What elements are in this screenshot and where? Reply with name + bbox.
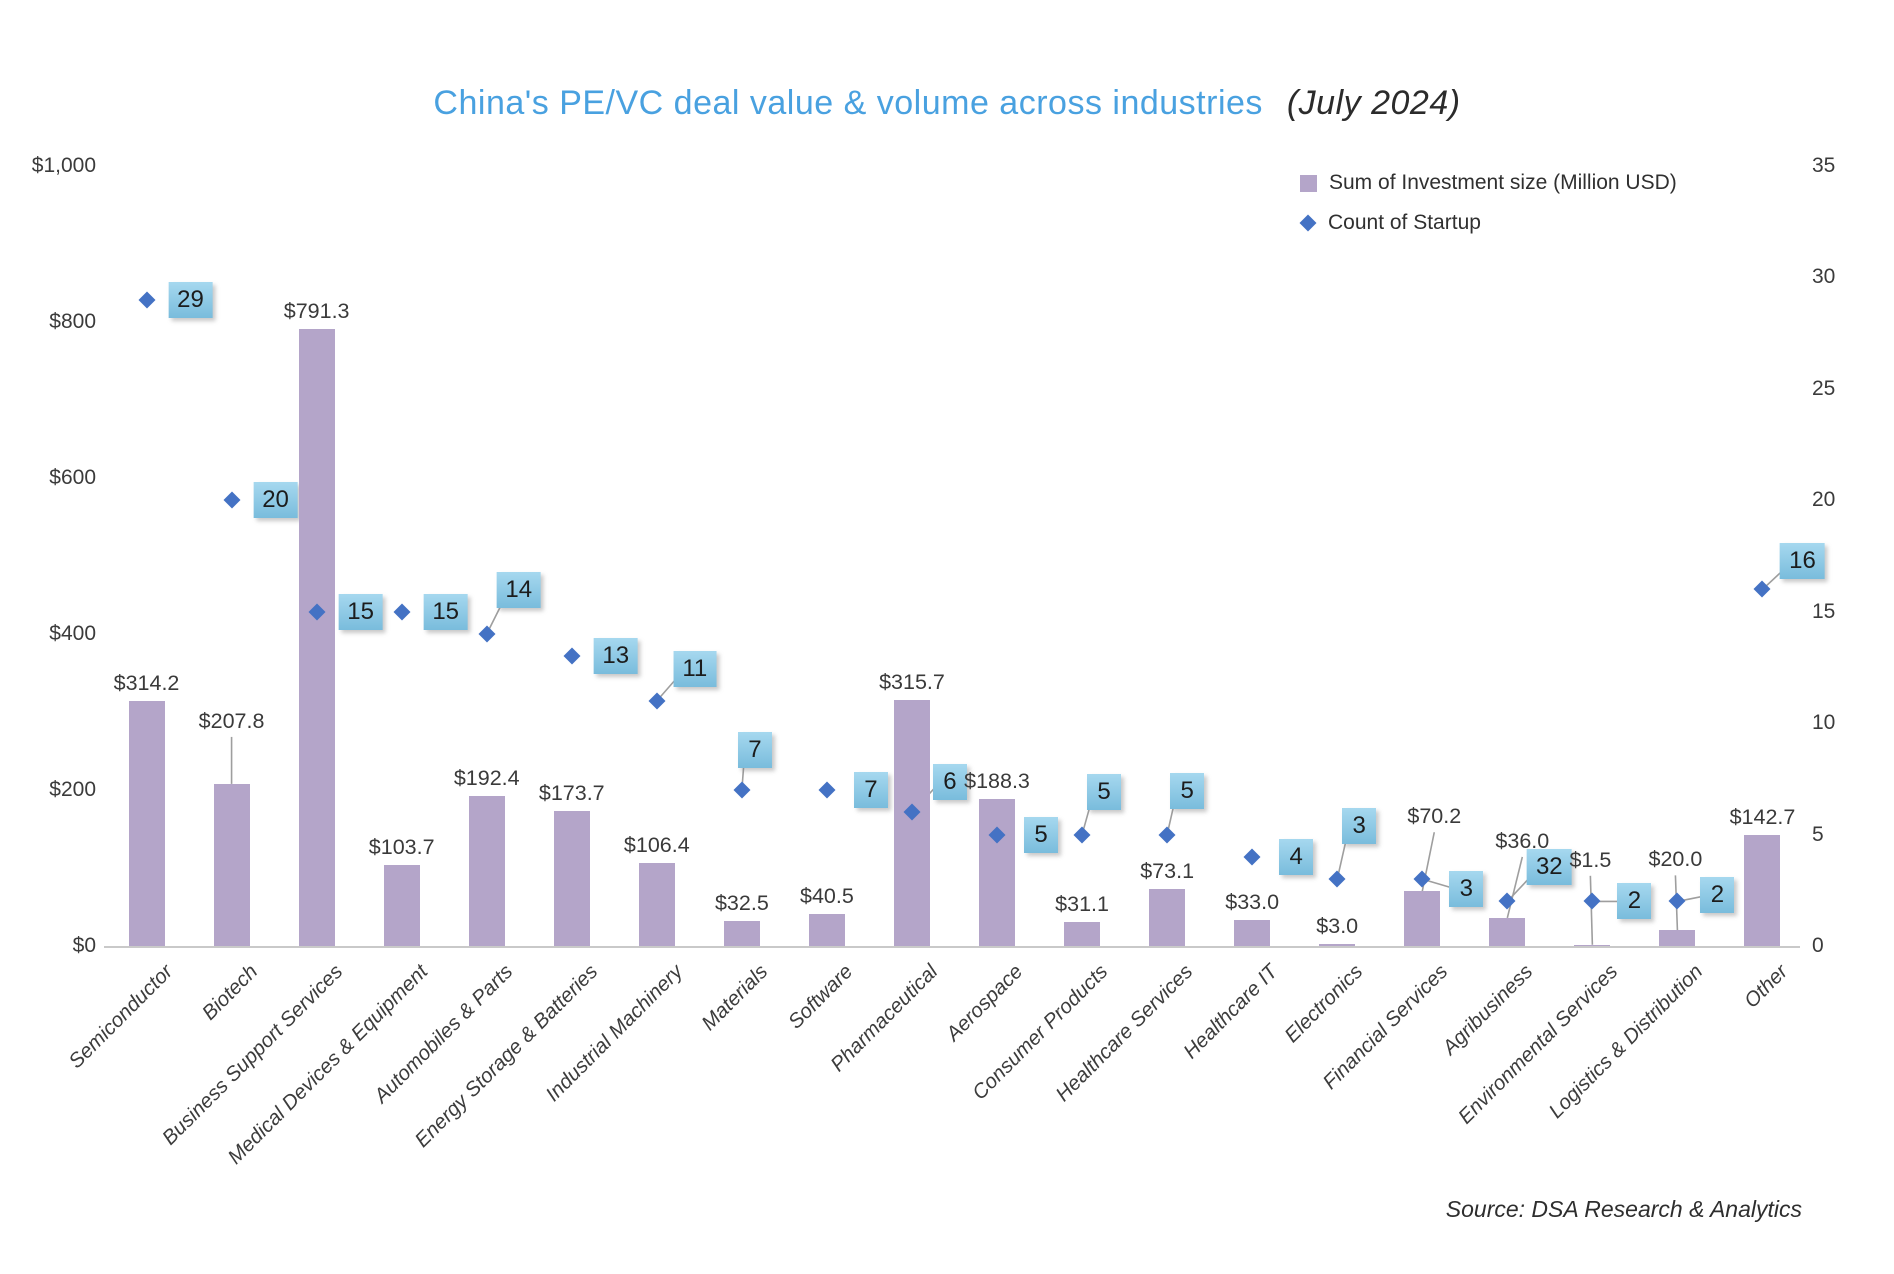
count-label: 20 (253, 482, 298, 519)
bar-value-label: $70.2 (1407, 804, 1462, 829)
bar-pharmaceutical (893, 699, 930, 946)
bar-value-label: $103.7 (368, 835, 435, 860)
right-axis-tick-label: 5 (1812, 822, 1824, 846)
bar-value-label: $1.5 (1569, 847, 1612, 872)
legend-label: Count of Startup (1328, 211, 1481, 234)
bar-semiconductor (128, 700, 165, 946)
bar-aerospace (979, 799, 1016, 946)
count-label: 15 (423, 593, 469, 630)
bar-healthcare-it (1234, 920, 1271, 946)
count-label: 13 (593, 638, 639, 675)
count-label: 2 (1617, 883, 1652, 920)
bar-consumer-products (1064, 921, 1101, 946)
left-axis-tick-label: $1,000 (31, 154, 96, 177)
bar-environmental-services (1574, 944, 1611, 946)
left-axis-tick-label: $200 (49, 778, 96, 801)
bar-value-label: $192.4 (453, 765, 520, 790)
legend-label: Sum of Investment size (Million USD) (1329, 171, 1677, 194)
count-label: 14 (496, 572, 542, 608)
bar-materials (723, 920, 760, 946)
count-label: 11 (673, 650, 717, 687)
count-label: 4 (1279, 838, 1314, 875)
page-title: China's PE/VC deal value & volume across… (0, 84, 1894, 123)
left-axis-tick-label: $0 (72, 934, 96, 957)
bar-value-label: $31.1 (1055, 891, 1109, 916)
right-axis-tick-label: 10 (1812, 711, 1836, 735)
count-label: 7 (737, 732, 772, 768)
count-label: 29 (168, 281, 213, 318)
count-label: 5 (1024, 816, 1059, 853)
page-title-suffix: (July 2024) (1286, 84, 1461, 122)
bar-value-label: $188.3 (964, 769, 1030, 794)
right-axis-tick-label: 35 (1812, 154, 1836, 177)
right-axis-tick-label: 20 (1812, 488, 1836, 512)
bar-medical-devices-equipment (383, 865, 420, 946)
bar-value-label: $33.0 (1225, 890, 1280, 915)
count-label: 3 (1449, 871, 1484, 908)
bar-value-label: $314.2 (113, 670, 180, 695)
count-label: 32 (1526, 849, 1572, 886)
bar-industrial-machinery (638, 863, 675, 946)
bar-value-label: $36.0 (1495, 828, 1550, 853)
bar-software (808, 914, 845, 946)
bar-value-label: $20.0 (1648, 847, 1703, 872)
bar-financial-services (1404, 891, 1441, 946)
count-label: 5 (1087, 773, 1122, 810)
bar-biotech (213, 783, 250, 946)
bar-agribusiness (1489, 917, 1526, 946)
right-axis-tick-label: 25 (1812, 376, 1836, 400)
legend-item-count: Count of Startup (1299, 208, 1677, 238)
count-label: 16 (1780, 543, 1825, 580)
legend-item-investment: Sum of Investment size (Million USD) (1300, 168, 1677, 198)
left-axis-tick-label: $600 (49, 466, 96, 489)
bar-business-support-services (298, 328, 335, 946)
right-axis-tick-label: 30 (1812, 265, 1836, 289)
category-axis-line (104, 946, 1800, 948)
bar-value-label: $40.5 (800, 884, 854, 909)
count-label: 7 (853, 772, 888, 808)
bar-other (1744, 834, 1781, 946)
count-label: 5 (1170, 772, 1205, 809)
count-label: 2 (1700, 877, 1735, 914)
count-label: 15 (338, 593, 383, 630)
square-icon (1300, 174, 1317, 192)
bar-automobiles-parts (468, 795, 505, 946)
left-axis-tick-label: $800 (49, 310, 96, 333)
leader-line (1589, 875, 1594, 945)
leader-line (1506, 856, 1524, 919)
right-axis-tick-label: 15 (1812, 599, 1836, 623)
bar-energy-storage-batteries (553, 810, 590, 946)
count-label: 3 (1342, 808, 1377, 845)
page-title-main: China's PE/VC deal value & volume across… (433, 84, 1263, 122)
bar-value-label: $142.7 (1729, 804, 1796, 829)
bar-value-label: $315.7 (879, 669, 945, 694)
bar-healthcare-services (1149, 888, 1186, 946)
bar-value-label: $73.1 (1140, 858, 1195, 883)
bar-value-label: $32.5 (714, 890, 769, 915)
bar-value-label: $207.8 (198, 708, 265, 733)
bar-value-label: $173.7 (538, 780, 605, 805)
source-note: Source: DSA Research & Analytics (1445, 1196, 1802, 1222)
bar-value-label: $106.4 (623, 833, 690, 857)
left-axis-tick-label: $400 (49, 622, 96, 645)
right-axis-tick-label: 0 (1812, 934, 1824, 957)
bar-electronics (1319, 943, 1356, 946)
bar-logistics-distribution (1659, 930, 1696, 946)
chart-legend: Sum of Investment size (Million USD) Cou… (1299, 168, 1677, 248)
bar-value-label: $3.0 (1316, 913, 1359, 938)
bar-value-label: $791.3 (283, 298, 350, 323)
count-label: 6 (932, 764, 967, 801)
